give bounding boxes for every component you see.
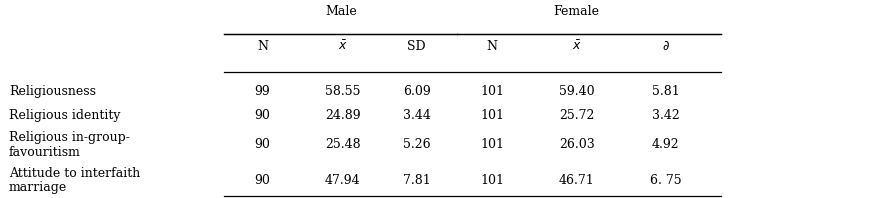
Text: 58.55: 58.55	[325, 85, 360, 98]
Text: Male: Male	[325, 5, 357, 18]
Text: Female: Female	[554, 5, 600, 18]
Text: 25.48: 25.48	[325, 138, 360, 151]
Text: marriage: marriage	[9, 181, 67, 194]
Text: 90: 90	[255, 174, 271, 187]
Text: 4.92: 4.92	[651, 138, 680, 151]
Text: 3.44: 3.44	[402, 109, 431, 122]
Text: 46.71: 46.71	[559, 174, 595, 187]
Text: $\bar{x}$: $\bar{x}$	[571, 40, 582, 53]
Text: 6. 75: 6. 75	[650, 174, 682, 187]
Text: 101: 101	[481, 109, 504, 122]
Text: 59.40: 59.40	[559, 85, 595, 98]
Text: favouritism: favouritism	[9, 146, 81, 159]
Text: 24.89: 24.89	[325, 109, 360, 122]
Text: 47.94: 47.94	[325, 174, 360, 187]
Text: 25.72: 25.72	[559, 109, 595, 122]
Text: N: N	[487, 40, 498, 53]
Text: 90: 90	[255, 138, 271, 151]
Text: 101: 101	[481, 174, 504, 187]
Text: 3.42: 3.42	[651, 109, 680, 122]
Text: SD: SD	[408, 40, 425, 53]
Text: 7.81: 7.81	[402, 174, 431, 187]
Text: 90: 90	[255, 109, 271, 122]
Text: Attitude to interfaith: Attitude to interfaith	[9, 167, 140, 180]
Text: 26.03: 26.03	[559, 138, 595, 151]
Text: Religious identity: Religious identity	[9, 109, 120, 122]
Text: 5.26: 5.26	[402, 138, 431, 151]
Text: Religiousness: Religiousness	[9, 85, 96, 98]
Text: 99: 99	[255, 85, 271, 98]
Text: N: N	[257, 40, 268, 53]
Text: 101: 101	[481, 138, 504, 151]
Text: 6.09: 6.09	[402, 85, 431, 98]
Text: 5.81: 5.81	[651, 85, 680, 98]
Text: 101: 101	[481, 85, 504, 98]
Text: Religious in-group-: Religious in-group-	[9, 131, 130, 144]
Text: $\partial$: $\partial$	[662, 40, 669, 53]
Text: $\bar{x}$: $\bar{x}$	[337, 40, 348, 53]
